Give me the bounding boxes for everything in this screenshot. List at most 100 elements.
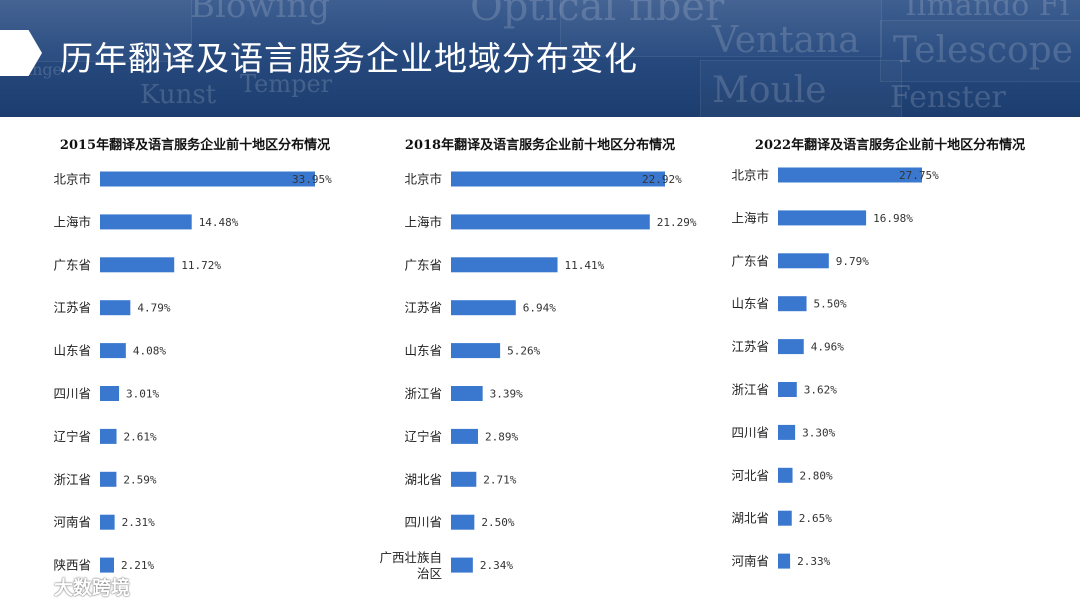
bar [100, 214, 192, 230]
bar [100, 300, 131, 316]
bar [100, 557, 114, 573]
banner-word: Telescope [893, 30, 1073, 71]
chart-title: 2015年翻译及语言服务企业前十地区分布情况 [59, 138, 331, 153]
data-label: 6.94% [523, 302, 556, 315]
banner-word: Ilmando Fi [905, 0, 1070, 23]
data-label: 2.61% [124, 430, 157, 443]
banner-word: Fenster [890, 80, 1006, 115]
banner-word: Blowing [190, 0, 330, 26]
banner-tile [0, 0, 192, 62]
category-label: 广东省 [731, 253, 769, 268]
banner-word: Optical fiber [470, 0, 725, 30]
data-label: 2.21% [121, 559, 154, 572]
bar [100, 343, 126, 359]
bar [778, 553, 791, 569]
category-label: 广西壮族自 [379, 550, 442, 565]
data-label: 21.29% [657, 216, 697, 229]
category-label: 上海市 [731, 210, 769, 225]
data-label: 2.34% [480, 559, 513, 572]
category-label: 辽宁省 [53, 429, 91, 444]
category-label: 浙江省 [731, 382, 769, 397]
data-label: 4.08% [133, 345, 166, 358]
category-label: 四川省 [53, 386, 91, 401]
banner-word: Ventana [712, 20, 860, 61]
bar [451, 257, 558, 273]
bar [451, 300, 516, 316]
watermark: 大数跨境 [10, 572, 130, 600]
data-label: 2.31% [122, 516, 155, 529]
category-label: 山东省 [731, 296, 769, 311]
category-label: 上海市 [404, 214, 442, 229]
data-label: 2.33% [797, 555, 830, 568]
category-label: 湖北省 [404, 472, 442, 487]
data-label: 5.26% [507, 345, 540, 358]
bar [451, 386, 483, 401]
data-label: 2.65% [799, 512, 832, 525]
data-label: 2.89% [485, 430, 518, 443]
bar [451, 214, 650, 230]
category-label: 山东省 [404, 343, 442, 358]
banner-word: Moule [712, 70, 827, 111]
data-label: 3.62% [804, 384, 837, 397]
bar [778, 382, 797, 397]
category-label: 辽宁省 [404, 429, 442, 444]
data-label: 27.75% [899, 169, 939, 182]
bar-chart-2015: 北京市 33.95% 上海市 14.48% 广东省 11.72% 江苏省 4.79% 山东省 4.… [20, 128, 370, 588]
banner-tile [880, 20, 1080, 82]
bar [451, 557, 473, 573]
category-label: 北京市 [731, 168, 769, 183]
page-title: 历年翻译及语言服务企业地域分布变化 [60, 39, 638, 78]
category-label: 江苏省 [53, 300, 91, 315]
category-label: 山东省 [53, 343, 91, 358]
data-label: 5.50% [814, 298, 847, 311]
data-label: 16.98% [873, 212, 913, 225]
category-label: 治区 [417, 566, 442, 581]
bar [100, 171, 315, 187]
bar [778, 296, 807, 312]
category-label: 浙江省 [404, 386, 442, 401]
category-label: 广东省 [404, 257, 442, 272]
chart-canvas: 北京市 22.92% 上海市 21.29% 广东省 11.41% 江苏省 6.94% 山东省 5.… [379, 171, 697, 581]
data-label: 14.48% [199, 216, 239, 229]
category-label: 河北省 [731, 468, 769, 483]
data-label: 4.96% [811, 341, 844, 354]
data-label: 4.79% [137, 302, 170, 315]
data-label: 9.79% [836, 255, 869, 268]
category-label: 湖北省 [731, 511, 769, 526]
chart-canvas: 北京市 27.75% 上海市 16.98% 广东省 9.79% 山东省 5.50% 江苏省 4.9… [731, 167, 939, 569]
data-label: 2.50% [481, 516, 514, 529]
bar [778, 510, 792, 526]
bar [100, 428, 117, 444]
category-label: 四川省 [731, 425, 769, 440]
bar [100, 514, 115, 530]
bar [451, 171, 665, 187]
banner-tile [560, 0, 882, 57]
data-label: 2.80% [800, 469, 833, 482]
bar [100, 386, 120, 401]
watermark-text: 大数跨境 [54, 576, 131, 599]
category-label: 江苏省 [404, 300, 442, 315]
data-label: 11.72% [181, 259, 221, 272]
brand-logo-icon [10, 578, 50, 594]
data-label: 22.92% [642, 173, 682, 186]
category-label: 上海市 [53, 214, 91, 229]
category-label: 河南省 [731, 554, 769, 569]
chart-title: 2022年翻译及语言服务企业前十地区分布情况 [754, 138, 1026, 153]
bar-chart-2022: 北京市 27.75% 上海市 16.98% 广东省 9.79% 山东省 5.50% 江苏省 4.9… [715, 128, 1065, 588]
bar [451, 343, 501, 359]
bar [778, 167, 922, 183]
data-label: 2.59% [123, 473, 156, 486]
bar [778, 210, 867, 226]
bar [100, 257, 175, 273]
category-label: 河南省 [53, 515, 91, 530]
data-label: 3.30% [802, 426, 835, 439]
category-label: 浙江省 [53, 472, 91, 487]
bar [100, 471, 117, 487]
category-label: 北京市 [404, 172, 442, 187]
bar [778, 339, 804, 355]
bar [451, 471, 477, 487]
header-banner: Blowing Optical fiber Ventana Telescope … [0, 0, 1080, 117]
bar [778, 424, 796, 440]
bar-chart-2018: 北京市 22.92% 上海市 21.29% 广东省 11.41% 江苏省 6.94% 山东省 5.… [365, 128, 715, 588]
chart-canvas: 北京市 33.95% 上海市 14.48% 广东省 11.72% 江苏省 4.79% 山东省 4.… [53, 171, 332, 573]
